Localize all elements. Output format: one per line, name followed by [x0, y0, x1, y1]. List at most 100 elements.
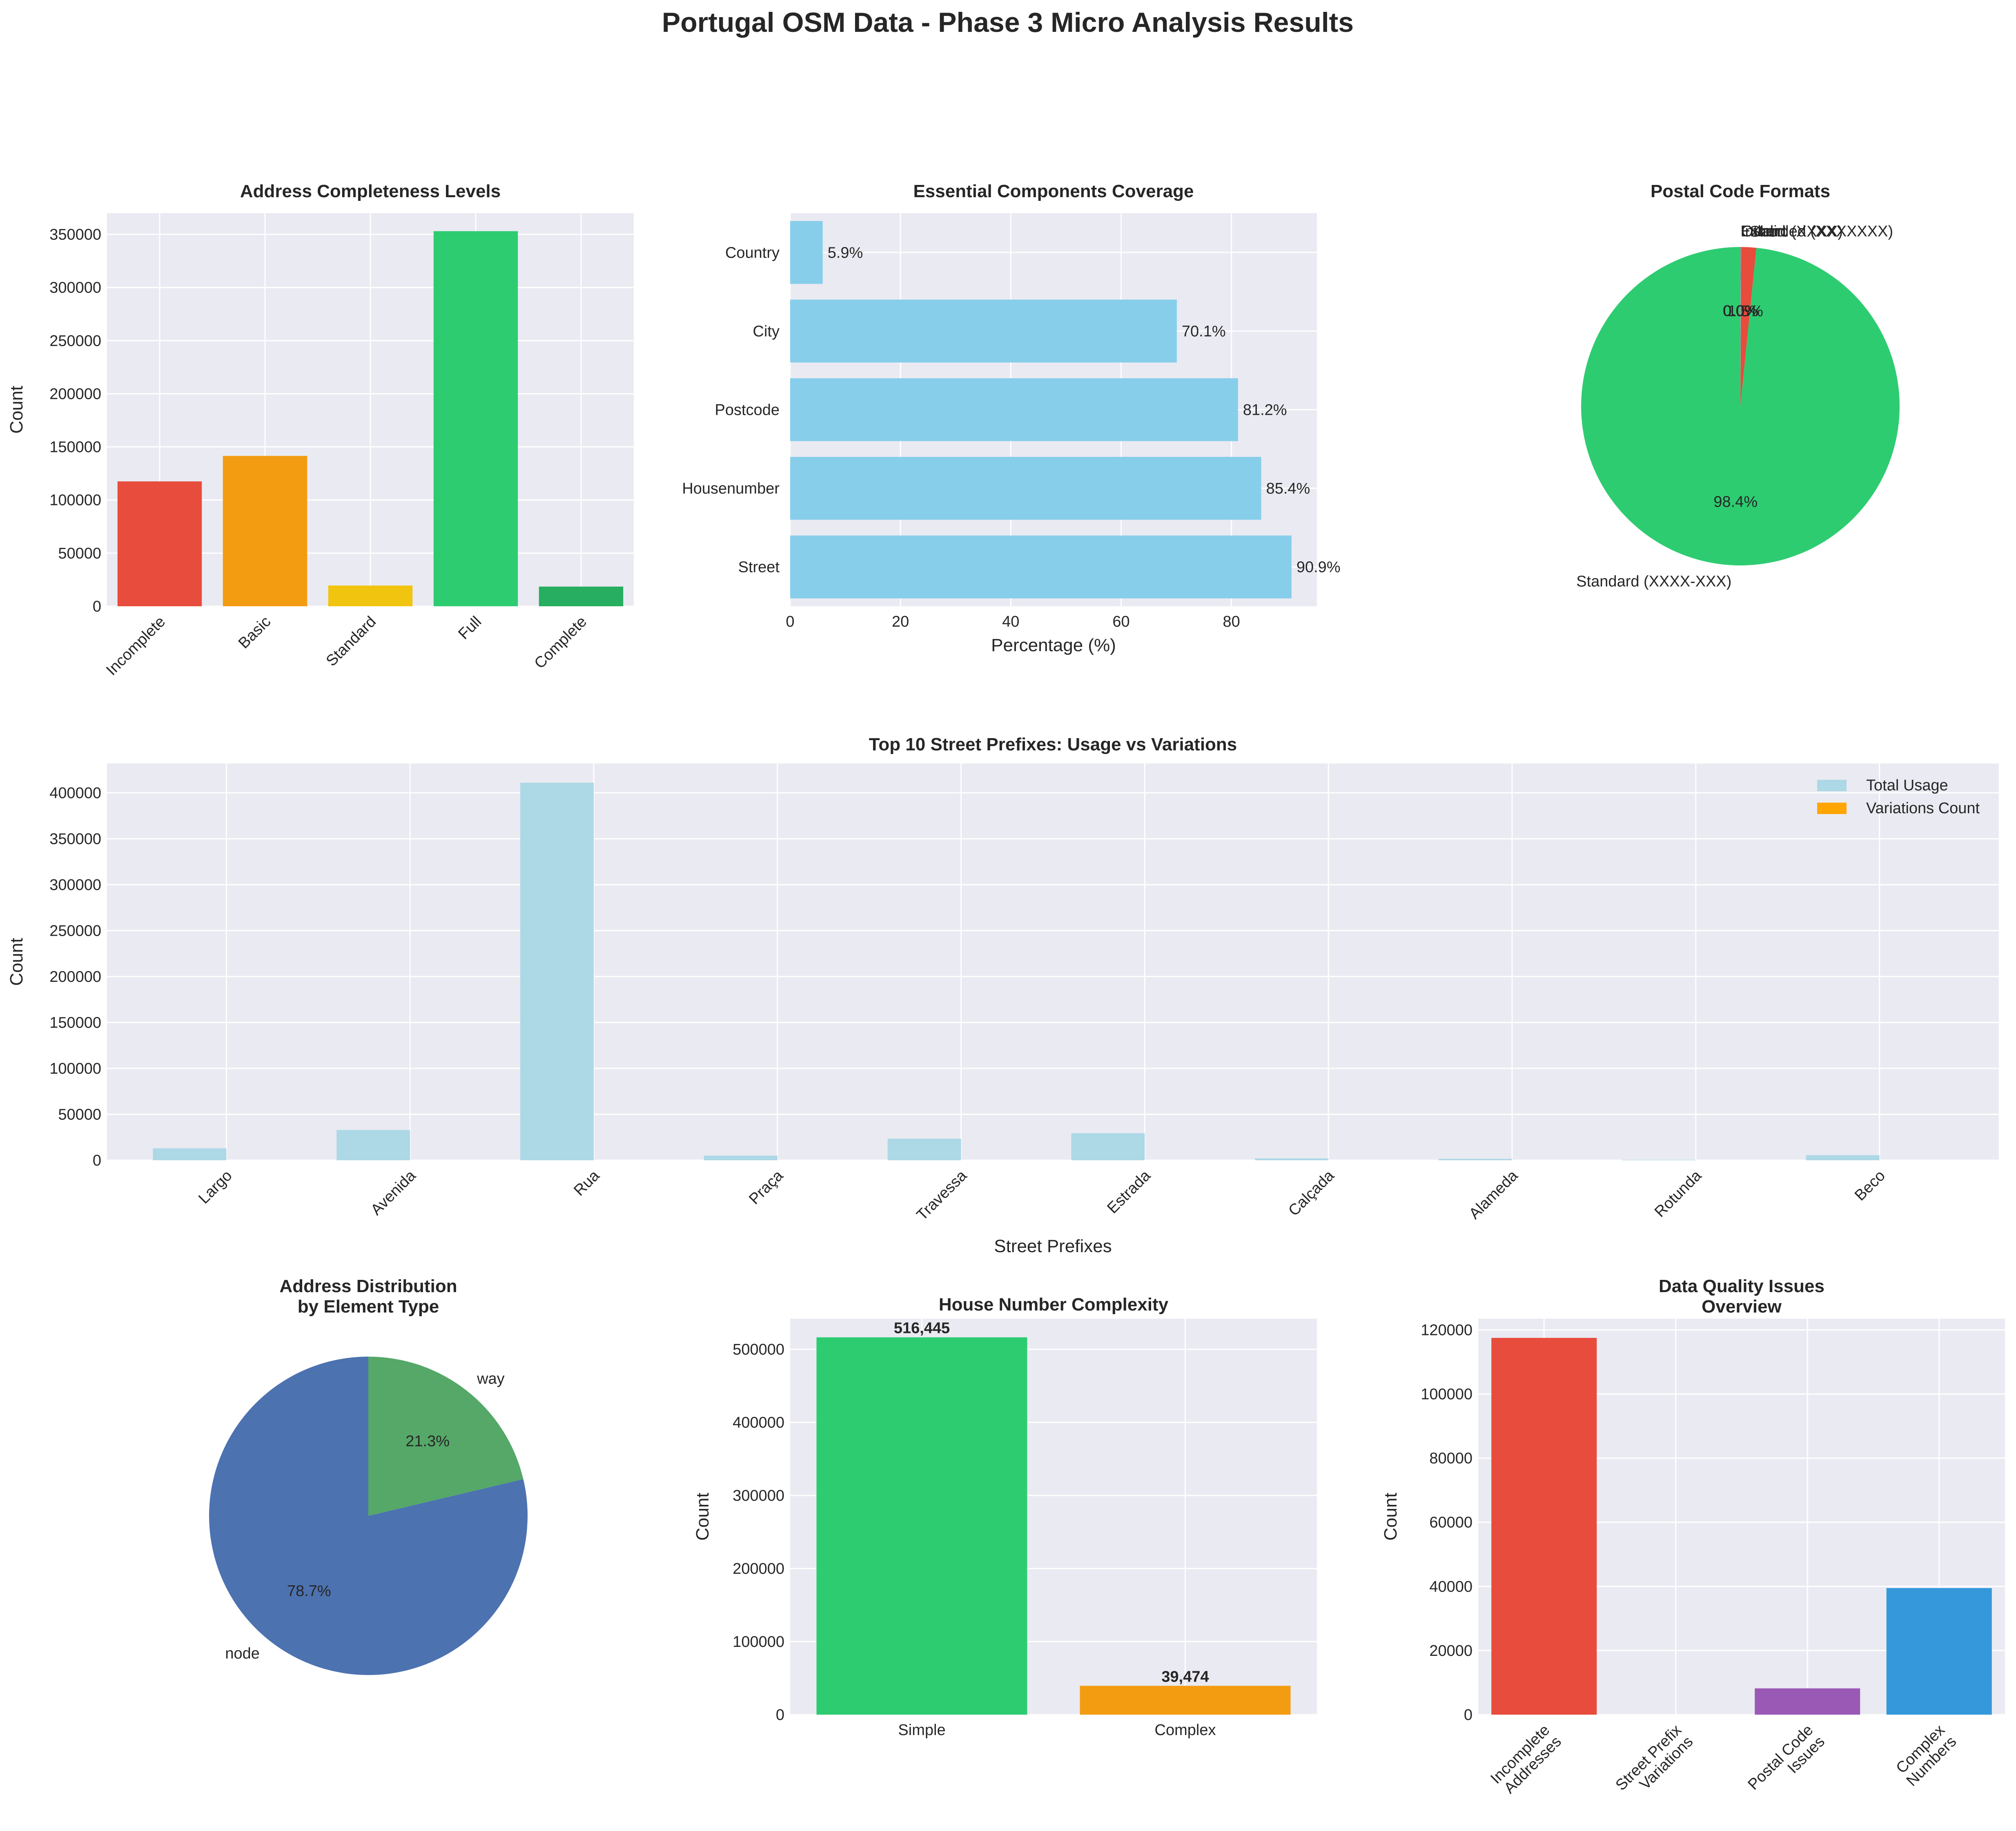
y-axis-label: Count	[7, 938, 27, 986]
postal-format-pie: Standard (XXXX-XXX) 98.4% Short (XXXX) 1.5%…	[1576, 181, 1900, 590]
coverage-chart: 0 20 40 60 80 90.9% Street 85.4% Housenumber 81.2…	[682, 181, 1340, 655]
y-tick-label: 350000	[49, 831, 101, 848]
x-tick-label: Largo	[195, 1167, 235, 1207]
bar	[790, 378, 1238, 441]
panel-title: House Number Complexity	[939, 1295, 1169, 1315]
y-tick-label: 0	[776, 1706, 784, 1724]
house-number-chart: 0 100000 200000 300000 400000 500000 516,445 Si…	[693, 1295, 1317, 1739]
pie-slice-label: Other	[1741, 223, 1780, 240]
x-tick-label: Standard	[323, 613, 380, 670]
x-tick-label: Praça	[746, 1167, 787, 1208]
x-axis-label: Percentage (%)	[991, 635, 1116, 655]
x-tick-label: Rua	[570, 1167, 603, 1199]
pie-slice	[368, 1357, 523, 1516]
completeness-chart: 0 50000 100000 150000 200000 250000 300000 3500…	[7, 181, 634, 679]
y-axis-label: Count	[1381, 1493, 1401, 1540]
x-tick-label: Travessa	[913, 1167, 971, 1224]
y-tick-label: 40000	[1429, 1578, 1472, 1595]
bar	[1491, 1338, 1597, 1715]
pie-slice-label: Short (XXXX)	[1750, 223, 1843, 240]
y-tick-label: 20000	[1429, 1642, 1472, 1660]
y-tick-label: 250000	[49, 923, 101, 940]
y-tick-label: 150000	[49, 1015, 101, 1032]
x-tick-label: Alameda	[1466, 1167, 1521, 1222]
bar	[520, 783, 594, 1160]
plot-area	[107, 763, 1999, 1160]
bar	[790, 299, 1177, 363]
legend-swatch	[1817, 780, 1847, 791]
bar	[336, 1130, 410, 1160]
bar	[1886, 1588, 1992, 1715]
bar	[790, 535, 1292, 598]
y-tick-label: 100000	[733, 1633, 784, 1651]
y-tick-label: 100000	[1421, 1386, 1472, 1403]
bar	[816, 1337, 1027, 1715]
bar	[1071, 1133, 1145, 1160]
pie-pct-label: 21.3%	[405, 1433, 450, 1450]
bar	[117, 481, 202, 606]
pie-pct-label: 0.0%	[1723, 303, 1758, 320]
x-tick-label: 0	[786, 613, 794, 630]
y-tick-label: 350000	[49, 226, 101, 243]
panel-title: Address Completeness Levels	[240, 181, 501, 201]
bar	[1255, 1158, 1329, 1160]
quality-issues-chart: 0 20000 40000 60000 80000 100000 120000 Incompl…	[1381, 1276, 2005, 1799]
y-tick-label: Postcode	[715, 402, 780, 419]
bar	[1439, 1159, 1513, 1160]
pie-slice-label: node	[225, 1645, 260, 1662]
x-tick-label: 40	[1002, 613, 1019, 630]
y-tick-label: Housenumber	[682, 480, 780, 497]
bar	[790, 221, 823, 284]
x-tick-label: 60	[1112, 613, 1129, 630]
legend-label: Total Usage	[1866, 777, 1948, 794]
bar	[1755, 1688, 1860, 1715]
panel-title: Essential Components Coverage	[913, 181, 1194, 201]
y-tick-label: 100000	[49, 492, 101, 509]
legend-label: Variations Count	[1866, 800, 1980, 817]
x-tick-label: Full	[455, 613, 485, 643]
bar-value-label: 85.4%	[1266, 480, 1310, 497]
y-axis-label: Count	[693, 1493, 713, 1540]
x-tick-label: 20	[892, 613, 909, 630]
pie-pct-label: 78.7%	[287, 1583, 331, 1600]
bar	[1080, 1686, 1291, 1715]
bar	[153, 1148, 227, 1160]
y-tick-label: 60000	[1429, 1514, 1472, 1531]
bar	[887, 1139, 961, 1160]
x-axis-label: Street Prefixes	[994, 1236, 1112, 1256]
pie-slice	[1740, 247, 1742, 406]
y-tick-label: Street	[738, 559, 780, 576]
y-tick-label: 300000	[49, 279, 101, 296]
y-tick-label: 400000	[49, 785, 101, 802]
panel-title: Top 10 Street Prefixes: Usage vs Variati…	[869, 734, 1237, 754]
x-tick-label: Estrada	[1104, 1167, 1154, 1217]
x-tick-label: Calçada	[1285, 1167, 1338, 1219]
pie-slice-label: Invalid	[1741, 223, 1786, 240]
y-tick-label: 250000	[49, 332, 101, 349]
x-tick-label: Complex	[1155, 1722, 1216, 1739]
panel-title: Postal Code Formats	[1651, 181, 1830, 201]
bar-value-label: 5.9%	[828, 244, 863, 261]
pie-pct-label: 1.5%	[1728, 303, 1763, 320]
pie-slice	[1740, 247, 1757, 406]
y-tick-label: 500000	[733, 1341, 784, 1358]
pie-slice-label: Extended (XXXXXXX)	[1740, 223, 1893, 240]
y-tick-label: 100000	[49, 1060, 101, 1077]
y-axis-label: Count	[7, 386, 27, 434]
x-tick-label: Avenida	[368, 1167, 419, 1219]
y-tick-label: 300000	[49, 877, 101, 894]
x-tick-label: IncompleteAddresses	[1487, 1722, 1564, 1799]
y-tick-label: 120000	[1421, 1322, 1472, 1339]
y-tick-label: 0	[93, 598, 101, 615]
x-tick-label: Rotunda	[1651, 1167, 1705, 1221]
x-tick-label: Beco	[1851, 1167, 1889, 1204]
pie-pct-label: 98.4%	[1713, 494, 1758, 511]
y-tick-label: 150000	[49, 439, 101, 456]
y-tick-label: 80000	[1429, 1450, 1472, 1467]
pie-slice	[209, 1357, 528, 1675]
y-tick-label: 400000	[733, 1414, 784, 1431]
bar-value-label: 516,445	[894, 1320, 950, 1337]
pie-pct-label: 0.0%	[1723, 303, 1759, 320]
bar	[1806, 1155, 1880, 1160]
